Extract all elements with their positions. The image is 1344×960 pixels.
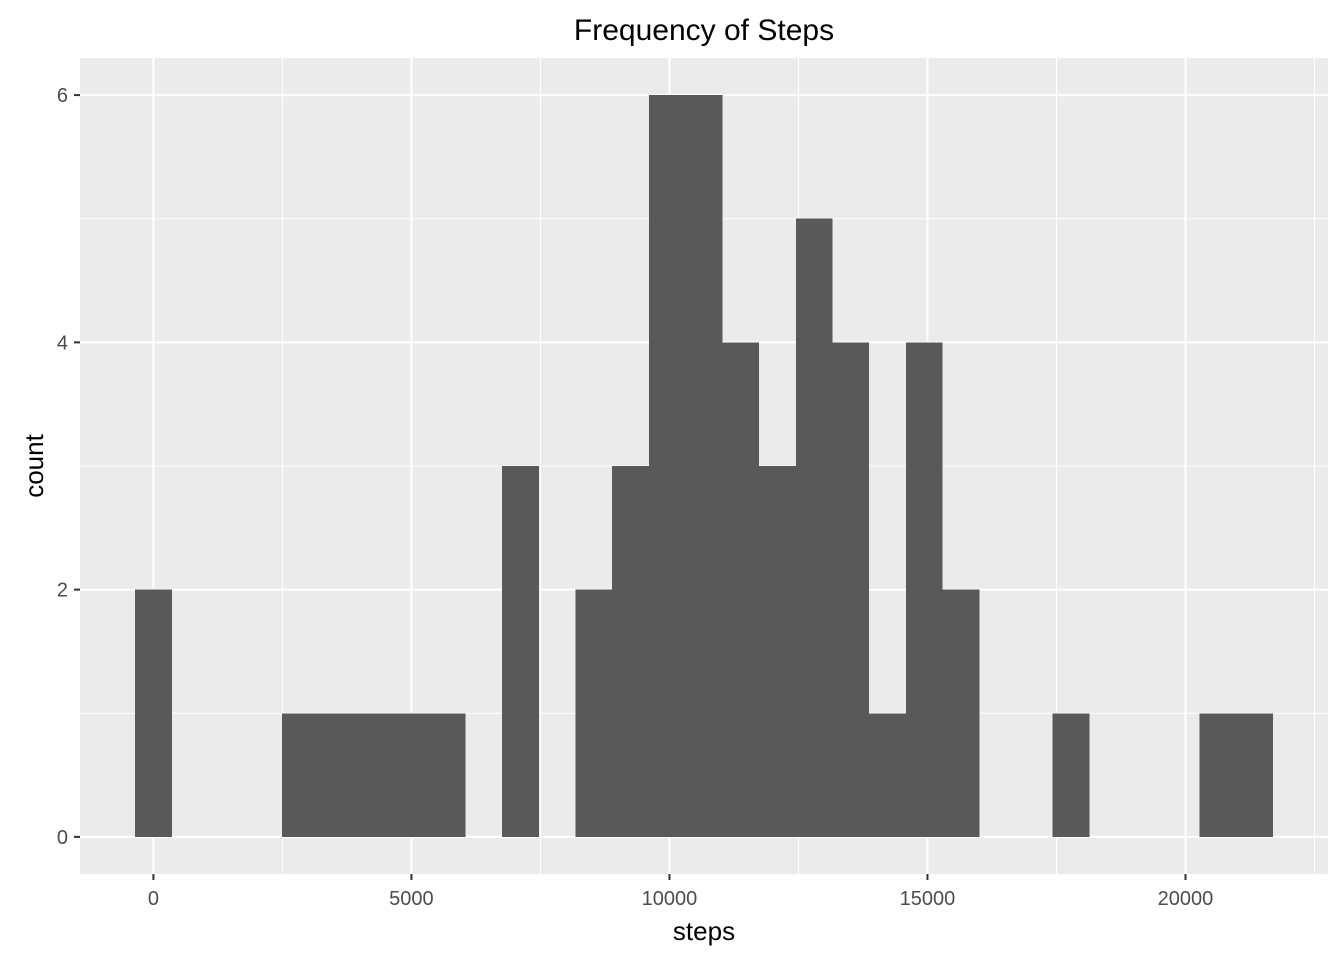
histogram-bar [502, 466, 539, 837]
x-axis: 0 5000 10000 15000 20000 [148, 874, 1213, 910]
x-tick-label: 10000 [642, 888, 698, 910]
histogram-bar [942, 589, 980, 837]
histogram-bar [905, 342, 943, 837]
histogram-bar [1052, 713, 1090, 837]
histogram-bar [759, 466, 796, 837]
histogram-bar [869, 713, 906, 837]
histogram-bar [685, 95, 723, 837]
histogram-bar [428, 713, 466, 837]
histogram-bars [135, 95, 1273, 837]
histogram-bar [722, 342, 760, 837]
histogram-bar [355, 713, 392, 837]
y-axis-title: count [19, 433, 49, 497]
chart-title: Frequency of Steps [574, 14, 834, 47]
x-tick-label: 0 [148, 888, 159, 910]
x-axis-title: steps [673, 916, 735, 946]
y-tick-label: 4 [57, 332, 68, 354]
histogram-bar [612, 466, 649, 837]
y-tick-label: 6 [57, 85, 68, 107]
histogram-bar [1236, 713, 1273, 837]
x-tick-label: 20000 [1158, 888, 1214, 910]
histogram-bar [318, 713, 356, 837]
histogram-bar [832, 342, 870, 837]
y-tick-label: 2 [57, 580, 68, 602]
histogram-bar [648, 95, 686, 837]
y-axis: 0 2 4 6 [57, 85, 80, 849]
histogram-bar [575, 589, 613, 837]
histogram-bar [281, 713, 319, 837]
histogram-bar [135, 589, 172, 837]
histogram-bar [795, 218, 833, 837]
x-tick-label: 5000 [389, 888, 434, 910]
histogram-bar [392, 713, 429, 837]
y-tick-label: 0 [57, 827, 68, 849]
x-tick-label: 15000 [900, 888, 956, 910]
histogram-bar [1199, 713, 1237, 837]
